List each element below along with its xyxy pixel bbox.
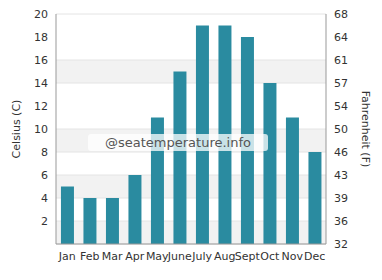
svg-text:50: 50 [334, 123, 348, 136]
html-text:@seatemperature.info: @seatemperature.info [105, 135, 251, 150]
svg-text:64: 64 [334, 31, 348, 44]
svg-text:Jan: Jan [58, 250, 76, 263]
svg-text:46: 46 [334, 146, 348, 159]
svg-text:Mar: Mar [102, 250, 123, 263]
svg-text:43: 43 [334, 169, 348, 182]
svg-text:8: 8 [41, 146, 48, 159]
svg-text:Fahrenheit (F): Fahrenheit (F) [359, 91, 372, 168]
svg-text:10: 10 [34, 123, 48, 136]
svg-text:16: 16 [34, 54, 48, 67]
svg-text:12: 12 [34, 100, 48, 113]
svg-text:June: June [167, 250, 192, 263]
svg-text:Sept: Sept [235, 250, 261, 263]
svg-text:39: 39 [334, 192, 348, 205]
svg-text:68: 68 [334, 8, 348, 21]
svg-text:Nov: Nov [282, 250, 304, 263]
svg-text:Feb: Feb [80, 250, 99, 263]
svg-text:Apr: Apr [125, 250, 145, 263]
svg-text:54: 54 [334, 100, 348, 113]
svg-text:Aug: Aug [214, 250, 235, 263]
svg-text:18: 18 [34, 31, 48, 44]
svg-text:20: 20 [34, 8, 48, 21]
svg-text:2: 2 [41, 215, 48, 228]
svg-text:36: 36 [334, 215, 348, 228]
svg-text:32: 32 [334, 238, 348, 251]
svg-text:57: 57 [334, 77, 348, 90]
svg-text:14: 14 [34, 77, 48, 90]
svg-text:6: 6 [41, 169, 48, 182]
svg-text:Celsius (C): Celsius (C) [10, 100, 23, 159]
svg-text:May: May [146, 250, 169, 263]
svg-text:61: 61 [334, 54, 348, 67]
svg-text:Oct: Oct [260, 250, 280, 263]
svg-text:July: July [191, 250, 212, 263]
svg-text:4: 4 [41, 192, 48, 205]
svg-text:Dec: Dec [304, 250, 325, 263]
